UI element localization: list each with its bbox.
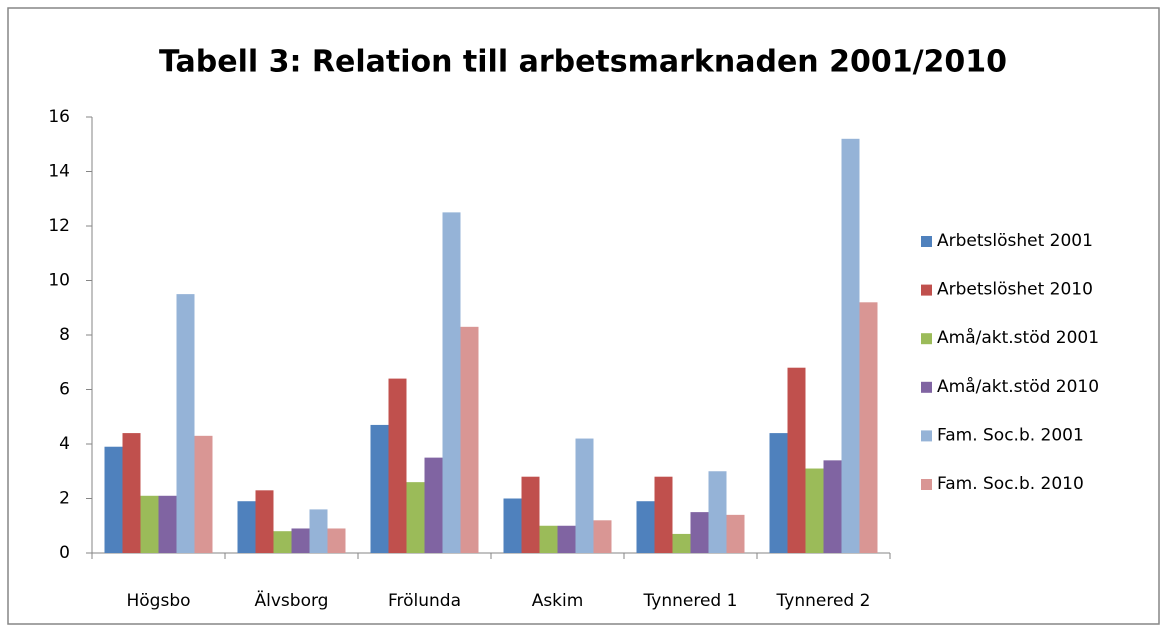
legend-swatch [921,236,932,247]
bar [291,528,310,553]
bar [636,501,655,553]
bar [406,482,425,553]
x-tick-label: Tynnered 1 [643,591,738,611]
legend-swatch [921,284,932,296]
legend-label: Fam. Soc.b. 2010 [937,474,1084,494]
bar [690,512,709,553]
bar [841,138,860,554]
legend-swatch [921,381,932,393]
bar [575,438,594,553]
x-tick-label: Högsbo [126,591,190,611]
y-tick-label: 12 [48,216,70,236]
bar [859,302,878,553]
x-tick-label: Tynnered 2 [776,591,871,611]
y-tick-label: 0 [59,543,70,563]
legend-label: Amå/akt.stöd 2010 [937,376,1099,397]
y-tick-label: 10 [48,271,70,291]
bar [122,433,141,553]
y-tick-label: 14 [48,162,70,182]
legend-label: Arbetslöshet 2010 [937,280,1093,300]
bar [654,476,673,553]
bar [442,212,461,553]
bar [327,528,346,553]
bar [539,525,558,553]
y-tick-label: 6 [59,380,70,400]
legend-label: Amå/akt.stöd 2001 [937,327,1099,348]
bar [672,533,691,553]
bar [593,520,612,553]
bar [255,490,274,553]
bar [557,525,576,553]
bar [460,326,479,553]
y-tick-label: 16 [48,107,70,127]
bar [370,424,389,553]
legend-swatch [921,430,932,442]
bar [194,435,213,553]
legend-label: Fam. Soc.b. 2001 [937,425,1084,445]
bar [388,378,407,553]
bar [104,446,123,553]
chart-title: Tabell 3: Relation till arbetsmarknaden … [159,45,1007,80]
x-tick-label: Askim [532,591,584,611]
legend-label: Arbetslöshet 2001 [937,231,1093,251]
bar [176,294,195,553]
x-tick-label: Älvsborg [255,590,329,611]
y-tick-label: 2 [59,489,70,509]
bar [140,495,159,553]
y-tick-label: 8 [59,325,70,345]
legend-swatch [921,333,932,345]
bar [503,498,522,553]
bar [726,514,745,553]
bar [805,468,824,553]
bar [769,433,788,553]
bar [424,457,443,553]
bar [823,460,842,553]
bar [273,531,292,553]
x-tick-label: Frölunda [388,591,461,611]
bar [787,367,806,553]
bar [158,495,177,553]
legend-swatch [921,479,932,490]
y-tick-label: 4 [59,434,70,454]
bar [708,471,727,553]
bar [309,509,328,553]
bar [521,476,540,553]
bar [237,501,256,553]
